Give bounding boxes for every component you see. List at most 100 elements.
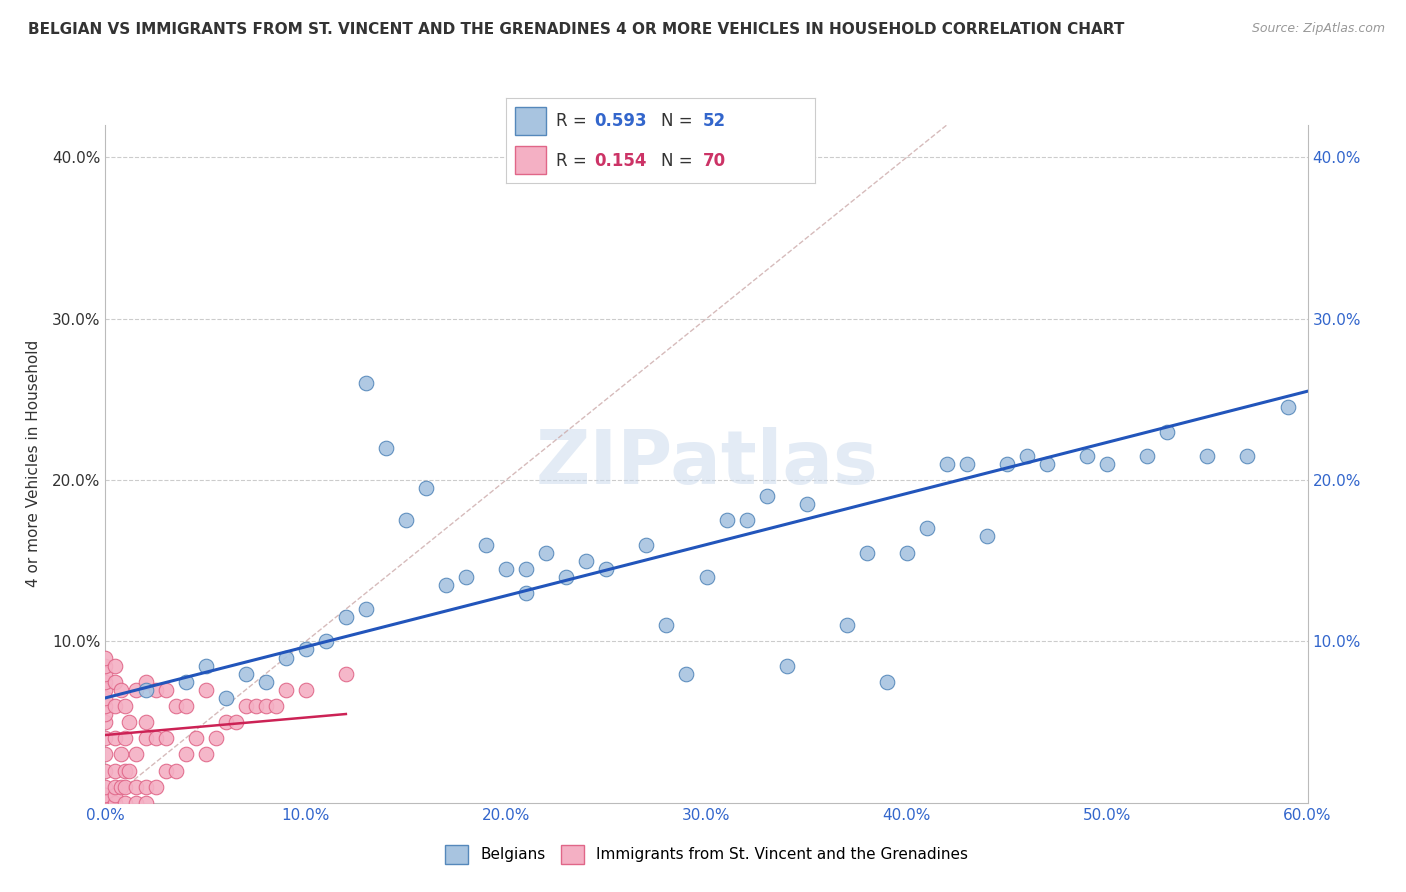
Point <box>194 658 217 673</box>
Point <box>575 554 598 568</box>
Point <box>454 570 477 584</box>
Point <box>1277 401 1299 415</box>
Point <box>114 731 136 746</box>
Point <box>104 780 127 794</box>
Point <box>194 747 217 762</box>
Point <box>264 698 287 713</box>
Point <box>295 682 318 697</box>
Point <box>515 562 537 576</box>
Point <box>735 513 758 527</box>
Point <box>976 529 998 543</box>
Point <box>295 642 318 657</box>
Point <box>114 780 136 794</box>
Text: 70: 70 <box>703 152 725 169</box>
Point <box>94 715 117 730</box>
Point <box>245 698 267 713</box>
Point <box>796 497 818 511</box>
Point <box>135 731 157 746</box>
Point <box>915 521 938 535</box>
Point <box>94 796 117 810</box>
Text: N =: N = <box>661 152 697 169</box>
Point <box>94 788 117 802</box>
Text: 0.154: 0.154 <box>595 152 647 169</box>
Point <box>114 698 136 713</box>
Text: 52: 52 <box>703 112 725 130</box>
Point <box>595 562 617 576</box>
Point <box>475 537 498 551</box>
Point <box>94 796 117 810</box>
Point <box>235 666 257 681</box>
Point <box>94 682 117 697</box>
Point <box>135 796 157 810</box>
Point <box>118 715 141 730</box>
Point <box>174 698 197 713</box>
Point <box>1156 425 1178 439</box>
Point <box>94 796 117 810</box>
Point <box>995 457 1018 471</box>
Point <box>104 788 127 802</box>
Point <box>896 546 918 560</box>
Point <box>104 698 127 713</box>
Point <box>104 658 127 673</box>
Text: ZIPatlas: ZIPatlas <box>536 427 877 500</box>
Point <box>415 481 437 495</box>
Point <box>124 796 146 810</box>
Point <box>94 650 117 665</box>
Point <box>1017 449 1039 463</box>
Point <box>534 546 557 560</box>
Point <box>335 610 357 624</box>
Point <box>274 682 297 697</box>
Point <box>214 690 236 705</box>
Point <box>94 658 117 673</box>
Point <box>755 489 778 503</box>
Point <box>194 682 217 697</box>
Point <box>374 441 398 455</box>
Point <box>145 731 167 746</box>
Point <box>165 764 187 778</box>
Point <box>124 780 146 794</box>
Point <box>110 780 132 794</box>
Point <box>354 602 377 616</box>
Point <box>118 764 141 778</box>
Point <box>155 764 177 778</box>
Point <box>515 586 537 600</box>
Point <box>876 674 898 689</box>
Point <box>135 715 157 730</box>
Point <box>165 698 187 713</box>
Point <box>174 674 197 689</box>
Point <box>855 546 877 560</box>
Point <box>254 698 277 713</box>
Point <box>776 658 799 673</box>
Point <box>135 682 157 697</box>
Point <box>716 513 738 527</box>
Point <box>495 562 517 576</box>
Bar <box>516 146 547 175</box>
Point <box>636 537 658 551</box>
Point <box>110 682 132 697</box>
Y-axis label: 4 or more Vehicles in Household: 4 or more Vehicles in Household <box>25 340 41 588</box>
Point <box>235 698 257 713</box>
Point <box>434 578 457 592</box>
Point <box>655 618 678 632</box>
Point <box>1236 449 1258 463</box>
Text: R =: R = <box>555 112 592 130</box>
Point <box>104 796 127 810</box>
Point <box>184 731 207 746</box>
Point <box>1097 457 1119 471</box>
Point <box>155 731 177 746</box>
Point <box>1076 449 1098 463</box>
Point <box>274 650 297 665</box>
Point <box>135 674 157 689</box>
Point <box>94 796 117 810</box>
Point <box>94 747 117 762</box>
Point <box>936 457 959 471</box>
Point <box>956 457 979 471</box>
Point <box>1136 449 1159 463</box>
Legend: Belgians, Immigrants from St. Vincent and the Grenadines: Belgians, Immigrants from St. Vincent an… <box>439 838 974 870</box>
Point <box>395 513 418 527</box>
Point <box>696 570 718 584</box>
Point <box>104 731 127 746</box>
Text: Source: ZipAtlas.com: Source: ZipAtlas.com <box>1251 22 1385 36</box>
Point <box>114 796 136 810</box>
Point <box>145 682 167 697</box>
